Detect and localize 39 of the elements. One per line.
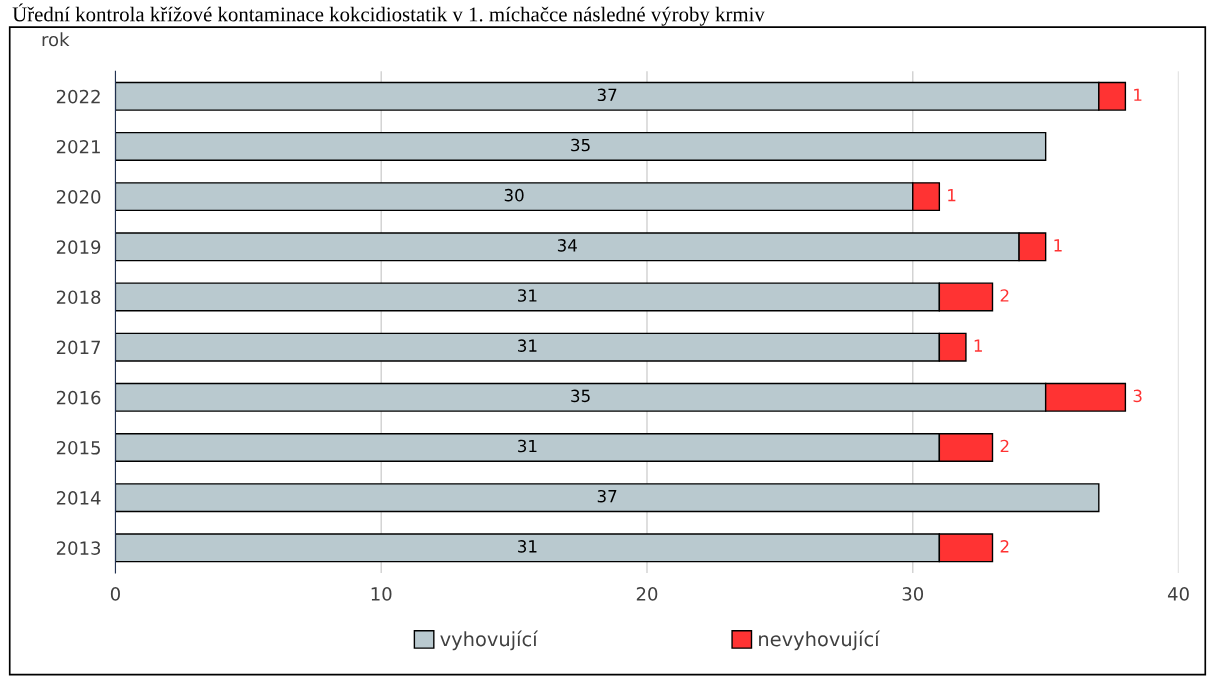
y-tick-label: 2018 xyxy=(56,290,101,305)
data-label: 1 xyxy=(974,339,982,352)
x-tick-label: 20 xyxy=(636,587,658,601)
data-label: 2 xyxy=(1000,540,1009,553)
y-axis-title: rok xyxy=(42,32,70,47)
data-label: 31 xyxy=(518,439,537,453)
data-label: 3 xyxy=(1133,389,1142,403)
data-label: 2 xyxy=(1000,289,1009,302)
data-label: 31 xyxy=(518,540,537,553)
y-tick-label: 2013 xyxy=(56,541,101,555)
data-label: 1 xyxy=(1134,88,1142,101)
y-tick-label: 2022 xyxy=(56,89,100,104)
data-label: 31 xyxy=(518,289,537,302)
y-tick-label: 2014 xyxy=(56,491,101,505)
data-label: 1 xyxy=(948,189,956,202)
chart-title: Úřední kontrola křížové kontaminace kokcidiostatik v 1. míchačce následné výroby krmiv xyxy=(12,3,765,26)
legend-label: nevyhovující xyxy=(759,630,881,651)
y-tick-label: 2019 xyxy=(56,240,101,254)
x-tick-label: 0 xyxy=(110,587,120,601)
x-tick-label: 30 xyxy=(902,587,924,601)
y-tick-label: 2020 xyxy=(56,190,101,204)
data-label: 34 xyxy=(557,239,577,252)
data-label: 35 xyxy=(571,389,590,403)
data-label: 1 xyxy=(1054,239,1062,252)
x-tick-label: 10 xyxy=(371,587,392,601)
y-tick-label: 2021 xyxy=(56,139,100,154)
legend-label: vyhovující xyxy=(440,630,539,651)
bar xyxy=(115,131,1047,161)
data-label: 37 xyxy=(597,88,617,102)
data-label: 30 xyxy=(504,188,524,202)
y-tick-label: 2016 xyxy=(56,390,101,405)
y-tick-label: 2015 xyxy=(56,440,100,455)
data-label: 31 xyxy=(518,339,537,352)
bar xyxy=(115,483,1100,513)
y-tick-label: 2017 xyxy=(56,340,100,355)
data-label: 37 xyxy=(597,489,617,503)
x-tick-label: 40 xyxy=(1167,587,1189,601)
data-label: 35 xyxy=(571,138,590,152)
data-label: 2 xyxy=(1000,439,1009,453)
